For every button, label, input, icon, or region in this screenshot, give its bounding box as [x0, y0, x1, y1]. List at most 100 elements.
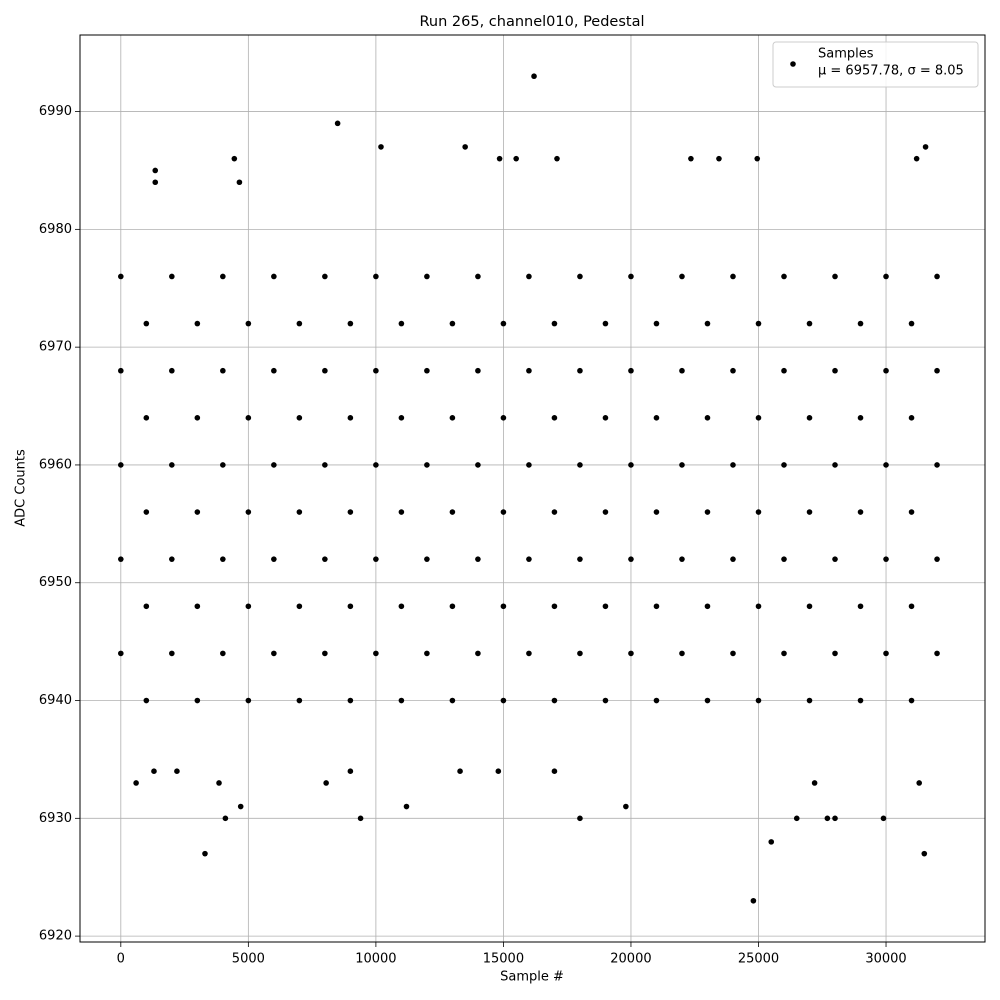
point — [495, 768, 502, 775]
chart-title: Run 265, channel010, Pedestal — [419, 14, 644, 30]
point — [220, 367, 226, 374]
point — [398, 320, 405, 327]
point — [934, 367, 940, 374]
point — [679, 273, 685, 280]
point — [832, 367, 838, 374]
point — [857, 415, 864, 421]
point — [602, 415, 609, 421]
point — [296, 415, 303, 421]
point — [296, 603, 303, 610]
point — [704, 697, 711, 704]
point — [730, 650, 736, 657]
point — [118, 367, 124, 374]
point — [500, 509, 507, 515]
point — [806, 320, 813, 327]
point — [500, 320, 507, 327]
point — [908, 320, 915, 327]
point — [151, 768, 157, 775]
point — [781, 273, 787, 280]
y-tick-label: 6930 — [39, 811, 72, 826]
point — [526, 273, 532, 280]
y-tick-label: 6980 — [39, 222, 72, 237]
point — [462, 144, 468, 150]
point — [271, 650, 277, 657]
point — [628, 462, 634, 468]
y-tick-label: 6990 — [39, 104, 72, 119]
point — [577, 462, 583, 468]
point — [880, 815, 887, 822]
point — [357, 815, 364, 822]
point — [908, 415, 915, 421]
point — [220, 273, 226, 280]
point — [688, 155, 694, 162]
point — [857, 697, 864, 704]
point — [704, 509, 711, 515]
point — [296, 320, 303, 327]
point — [322, 556, 328, 562]
legend-box — [772, 41, 979, 88]
point — [169, 462, 175, 468]
point — [755, 697, 762, 704]
point — [730, 556, 736, 562]
point — [194, 415, 201, 421]
point — [551, 509, 558, 515]
point — [424, 273, 430, 280]
point — [152, 167, 159, 174]
point — [496, 155, 503, 162]
point — [296, 697, 303, 704]
point — [202, 850, 208, 857]
point — [403, 803, 410, 810]
point — [245, 320, 252, 327]
point — [577, 815, 583, 822]
point — [653, 509, 660, 515]
point — [679, 650, 685, 657]
point — [398, 603, 405, 610]
point — [908, 603, 915, 610]
y-tick-label: 6960 — [39, 457, 72, 472]
point — [143, 509, 150, 515]
point — [220, 462, 226, 468]
point — [653, 320, 660, 327]
x-tick-label: 25000 — [738, 952, 779, 967]
point — [883, 462, 889, 468]
point — [475, 462, 481, 468]
point — [475, 367, 481, 374]
point — [857, 320, 864, 327]
point — [322, 650, 328, 657]
point — [449, 415, 456, 421]
point — [793, 815, 800, 822]
point — [628, 273, 634, 280]
point — [577, 556, 583, 562]
point — [916, 780, 922, 786]
point — [222, 815, 229, 822]
x-tick-label: 30000 — [865, 952, 906, 967]
point — [755, 603, 762, 610]
point — [577, 650, 583, 657]
point — [908, 509, 915, 515]
point — [628, 367, 634, 374]
point — [424, 556, 430, 562]
point — [883, 650, 889, 657]
y-tick-label: 6970 — [39, 340, 72, 355]
point — [806, 697, 813, 704]
point — [169, 367, 175, 374]
point — [347, 320, 354, 327]
point — [857, 603, 864, 610]
point — [602, 509, 609, 515]
x-tick-label: 10000 — [355, 952, 396, 967]
point — [194, 320, 201, 327]
point — [922, 144, 929, 150]
point — [730, 273, 736, 280]
point — [245, 415, 252, 421]
point — [811, 780, 818, 786]
point — [169, 650, 175, 657]
point — [832, 815, 838, 822]
point — [296, 509, 303, 515]
point — [551, 320, 558, 327]
point — [449, 697, 456, 704]
point — [143, 603, 150, 610]
point — [716, 155, 722, 162]
point — [768, 839, 775, 845]
point — [475, 556, 481, 562]
plot-frame — [79, 34, 986, 943]
